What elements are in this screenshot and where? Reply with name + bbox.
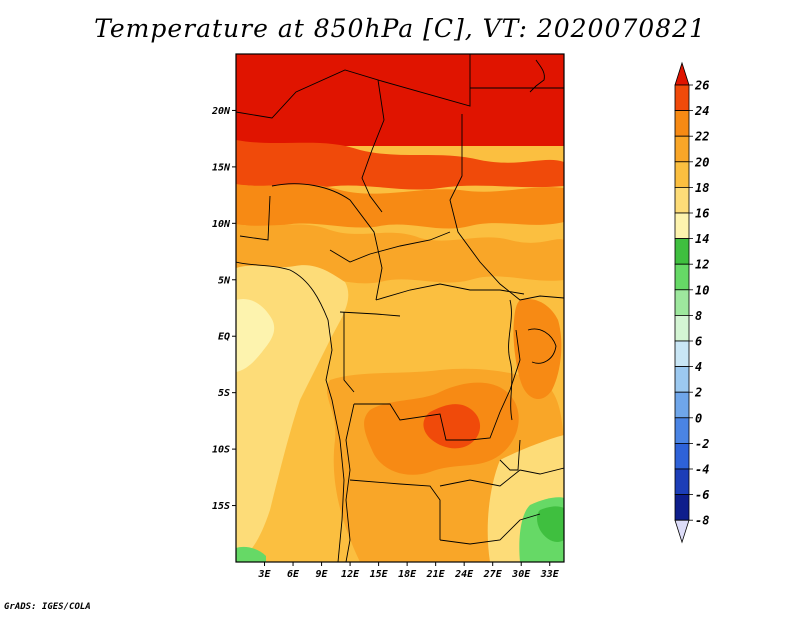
colorbar-label: 16 — [695, 207, 709, 221]
lon-tick-label: 21E — [426, 569, 446, 580]
lat-tick-label: 5N — [218, 275, 231, 286]
lon-tick-label: 30E — [511, 569, 531, 580]
border-line — [271, 183, 383, 301]
colorbar-label: -6 — [695, 488, 709, 502]
lon-tick-label: 24E — [454, 569, 474, 580]
band-22 — [236, 184, 564, 229]
colorbar-arrow-bottom — [674, 519, 690, 544]
border-line — [377, 54, 471, 107]
band-24 — [236, 140, 564, 191]
colorbar-label: 2 — [694, 386, 702, 400]
border-line — [345, 403, 355, 562]
colorbar-label: 10 — [695, 283, 709, 297]
colorbar-label: 0 — [695, 411, 702, 425]
credit-label: GrADS: IGES/COLA — [4, 602, 91, 612]
coastline — [529, 59, 545, 93]
lon-tick-label: 18E — [398, 569, 417, 580]
lon-tick-label: 3E — [257, 569, 271, 580]
colorbar-box — [674, 314, 690, 342]
southwest-12 — [236, 546, 266, 562]
lat-tick-label: EQ — [218, 332, 230, 343]
lat-tick-label: 20N — [211, 106, 231, 117]
coastline — [236, 261, 345, 562]
temperature-field — [236, 54, 564, 562]
colorbar-label: 8 — [695, 309, 702, 323]
colorbar-label: 18 — [695, 181, 709, 195]
colorbar-box — [674, 110, 690, 137]
east-highlands-22 — [513, 298, 562, 400]
lat-tick-label: 15S — [212, 501, 230, 512]
lon-tick-label: 33E — [540, 569, 560, 580]
border-line — [239, 195, 271, 241]
colorbar-box — [674, 442, 690, 470]
border-line — [343, 312, 355, 393]
lat-tick-label: 10N — [212, 219, 231, 230]
border-line — [449, 114, 564, 301]
colorbar-label: -8 — [695, 514, 709, 528]
colorbar-label: 14 — [695, 232, 709, 246]
border-line — [439, 467, 564, 487]
colorbar-label: -4 — [695, 463, 709, 477]
lon-tick-label: 6E — [287, 569, 300, 580]
colorbar-box — [674, 494, 690, 521]
border-line — [349, 479, 441, 540]
lat-tick-label: 15N — [212, 162, 231, 173]
colorbar-label: 12 — [695, 258, 709, 272]
colorbar-label: 26 — [694, 79, 709, 93]
lon-tick-label: 9E — [316, 569, 329, 580]
hot-core-24 — [423, 404, 481, 449]
colorbar-label: 22 — [694, 130, 709, 144]
border-line — [375, 283, 525, 301]
band-26 — [236, 54, 564, 146]
colorbar-box — [674, 468, 690, 496]
coast-14 — [236, 298, 275, 372]
country-borders — [236, 54, 564, 562]
border-line — [236, 69, 385, 213]
border-line — [329, 231, 451, 263]
colorbar-box — [674, 391, 690, 419]
lon-tick-label: 27E — [483, 569, 503, 580]
colorbar-box — [674, 238, 690, 265]
colorbar-box — [674, 366, 690, 393]
colorbar-box — [674, 135, 690, 163]
colorbar-box — [674, 289, 690, 316]
colorbar-label: 6 — [695, 335, 702, 349]
lat-tick-label: 10S — [212, 445, 230, 456]
lon-tick-label: 15E — [370, 569, 389, 580]
colorbar-box — [674, 186, 690, 214]
axis-ticks: 20N 15N 10N 5N EQ 5S 10S 15S 3E 6E 9E 12E 15E 18E 21E 2… — [211, 106, 560, 580]
border-line — [439, 513, 541, 545]
colorbar-box — [674, 212, 690, 240]
chart-title: Temperature at 850hPa [C], VT: 202007082… — [94, 14, 706, 43]
colorbar-box — [674, 417, 690, 444]
colorbar-box — [674, 263, 690, 291]
border-line — [354, 329, 521, 441]
border-line — [527, 328, 557, 364]
colorbar-label: 20 — [694, 155, 709, 169]
colorbar-label: -2 — [695, 437, 709, 451]
colorbar-label: 24 — [694, 104, 709, 118]
colorbar-box — [674, 161, 690, 188]
border-line — [339, 311, 401, 317]
colorbar-box — [674, 340, 690, 368]
map-frame — [235, 53, 565, 563]
colorbar-box — [674, 84, 690, 112]
border-line — [499, 439, 521, 471]
lat-tick-label: 5S — [218, 388, 230, 399]
lon-tick-label: 12E — [341, 569, 360, 580]
border-line — [508, 299, 513, 421]
colorbar-label: 4 — [695, 360, 702, 374]
colorbar-arrow-top — [674, 61, 690, 86]
southeast-10 — [537, 506, 564, 542]
